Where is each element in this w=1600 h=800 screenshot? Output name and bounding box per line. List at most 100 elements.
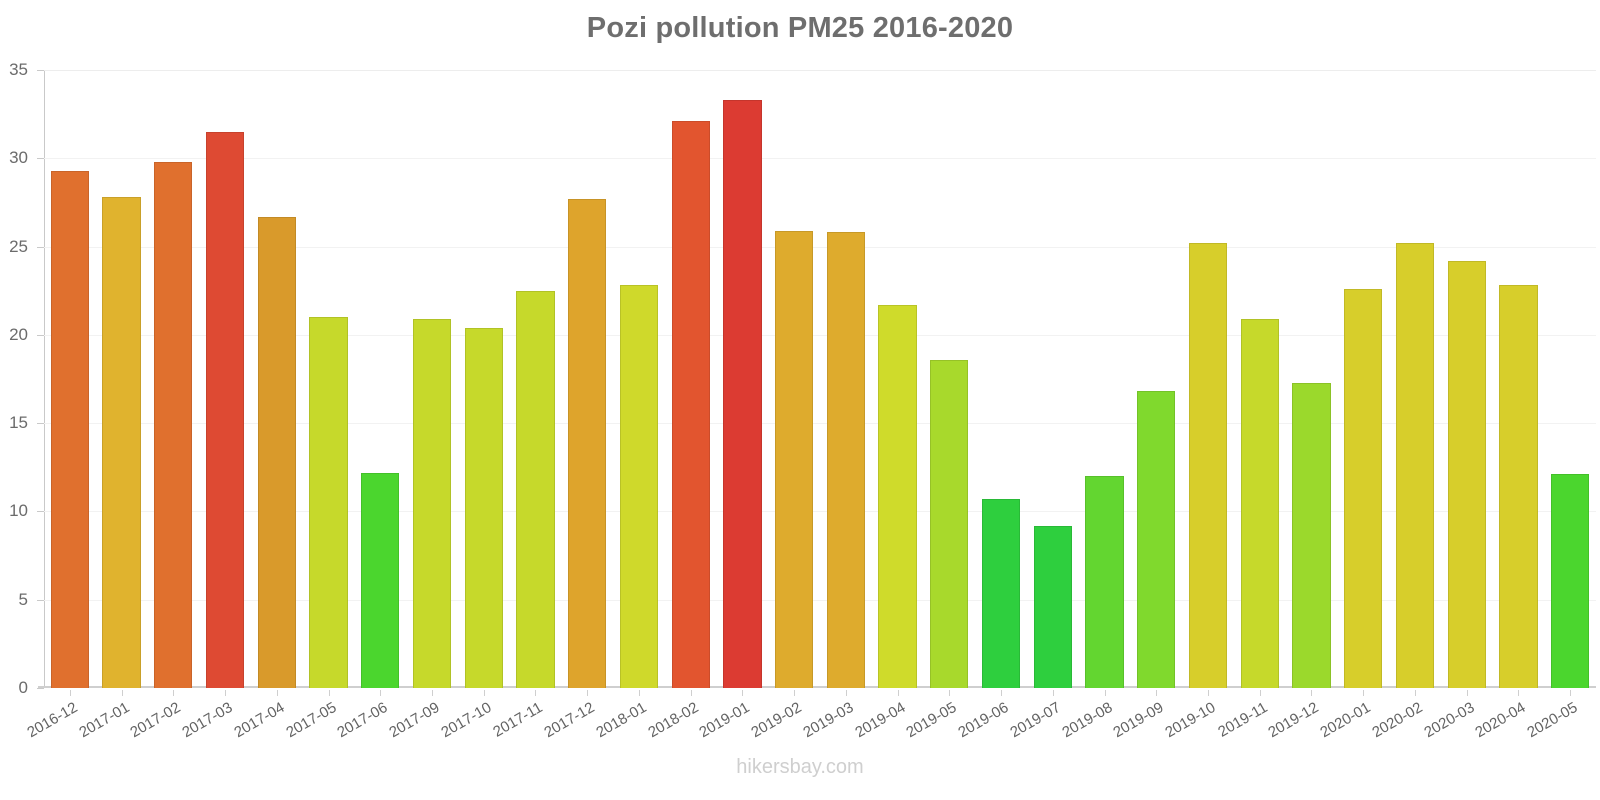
x-tick-mark — [535, 690, 537, 696]
bar[interactable] — [826, 232, 865, 688]
bar[interactable] — [1395, 243, 1435, 688]
x-tick-mark — [483, 690, 485, 696]
x-tick-label: 2020-04 — [1472, 699, 1529, 742]
x-tick-mark — [1518, 690, 1520, 696]
y-tick-label: 0 — [18, 678, 28, 697]
bar-slot — [1292, 70, 1331, 688]
bar-slot — [154, 70, 193, 688]
y-tick-mark — [37, 70, 44, 71]
x-tick-label: 2019-08 — [1058, 699, 1116, 742]
bar-slot — [1344, 70, 1383, 688]
x-tick-label: 2017-06 — [334, 699, 391, 742]
bar-slot — [464, 70, 503, 688]
x-tick-labels: 2016-12 2017-01 2017-02 2017-03 2017-04 2017-… — [24, 690, 1596, 770]
bar[interactable] — [464, 327, 503, 688]
bar[interactable] — [102, 197, 141, 688]
y-tick-mark — [37, 334, 44, 336]
bar[interactable] — [930, 359, 969, 688]
bar[interactable] — [412, 318, 452, 688]
gridline — [44, 158, 1596, 160]
bar[interactable] — [1033, 525, 1072, 688]
y-tick-label: 5 — [18, 589, 28, 609]
bar[interactable] — [1240, 318, 1279, 688]
gridline — [44, 246, 1596, 248]
bar[interactable] — [619, 285, 659, 688]
bar[interactable] — [1550, 474, 1590, 688]
bar[interactable] — [1137, 391, 1176, 688]
x-tick-mark — [1104, 690, 1106, 696]
x-tick-mark — [638, 690, 640, 696]
x-tick-mark — [1156, 690, 1158, 696]
bar[interactable] — [154, 161, 193, 688]
y-tick-mark — [37, 688, 44, 689]
x-tick-mark — [587, 690, 589, 696]
bar[interactable] — [723, 100, 762, 688]
x-tick-label: 2017-03 — [179, 699, 236, 742]
x-tick-label: 2019-03 — [800, 699, 857, 742]
bar-slot — [671, 70, 710, 688]
gridline — [44, 70, 1596, 71]
bar[interactable] — [361, 472, 400, 688]
bar[interactable] — [205, 131, 245, 688]
x-tick-label: 2017-04 — [231, 699, 288, 742]
x-tick-label: 2016-12 — [24, 699, 81, 742]
x-tick-mark — [432, 690, 433, 696]
chart-title: Pozi pollution PM25 2016-2020 — [586, 12, 1014, 44]
x-tick-label: 2019-01 — [696, 699, 753, 742]
bar[interactable] — [1447, 260, 1486, 688]
x-tick-mark — [225, 690, 227, 696]
x-tick-mark — [1259, 690, 1261, 696]
bar[interactable] — [878, 304, 917, 688]
y-tick-mark — [37, 246, 44, 248]
bar-slot — [1550, 70, 1590, 688]
gridline — [44, 423, 1596, 425]
x-tick-mark — [328, 690, 330, 696]
x-tick-label: 2019-06 — [955, 699, 1012, 742]
bar[interactable] — [981, 499, 1021, 688]
bar[interactable] — [309, 317, 348, 688]
y-tick-mark — [37, 158, 44, 160]
bar[interactable] — [516, 290, 555, 688]
bar-slot — [1447, 70, 1486, 688]
bar-slot — [1395, 70, 1435, 688]
x-tick-mark — [1363, 690, 1365, 696]
y-tick-label: 20 — [9, 324, 28, 344]
x-tick-label: 2019-02 — [748, 699, 805, 742]
bar[interactable] — [50, 170, 89, 688]
bar[interactable] — [1085, 476, 1124, 688]
bar-slot — [1240, 70, 1279, 688]
x-tick-label: 2017-05 — [282, 699, 340, 742]
bar-slot — [878, 70, 917, 688]
x-tick-mark — [121, 690, 123, 696]
bar-slot — [826, 70, 865, 688]
bar-slot — [619, 70, 659, 688]
bar-slot — [1085, 70, 1124, 688]
bar-slot — [981, 70, 1021, 688]
bar[interactable] — [257, 216, 296, 688]
bar-slot — [309, 70, 348, 688]
x-tick-mark — [1414, 690, 1416, 696]
bar[interactable] — [774, 230, 814, 688]
bar[interactable] — [671, 121, 710, 688]
x-axis-baseline — [38, 686, 1596, 688]
bar-slot — [516, 70, 555, 688]
x-tick-label: 2020-02 — [1369, 699, 1426, 742]
x-tick-label: 2020-05 — [1524, 699, 1581, 742]
bar[interactable] — [1188, 243, 1228, 688]
bar[interactable] — [1344, 288, 1383, 688]
x-tick-mark — [1052, 690, 1054, 696]
x-tick-label: 2017-09 — [386, 699, 443, 742]
bar[interactable] — [1292, 382, 1331, 688]
x-tick-label: 2020-01 — [1317, 699, 1374, 742]
x-tick-mark — [845, 690, 847, 696]
bar[interactable] — [1499, 285, 1538, 688]
y-tick-mark — [37, 423, 44, 425]
x-tick-mark — [1466, 690, 1468, 696]
bar[interactable] — [568, 198, 607, 688]
bar-slot — [1499, 70, 1538, 688]
x-tick-label: 2017-02 — [127, 699, 184, 742]
bar-slot — [361, 70, 400, 688]
x-tick-mark — [690, 690, 692, 696]
x-tick-mark — [1570, 690, 1572, 696]
x-tick-mark — [173, 690, 175, 696]
